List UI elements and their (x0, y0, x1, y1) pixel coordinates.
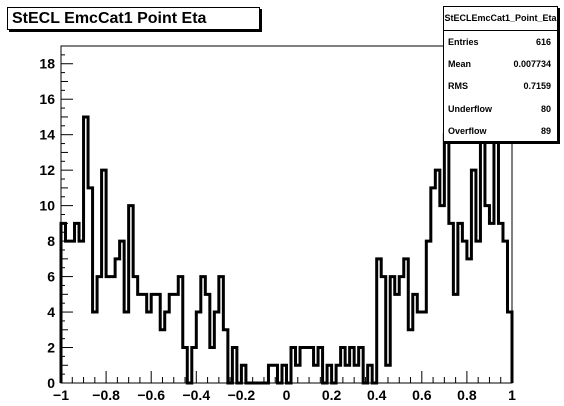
histogram-bin (111, 277, 116, 383)
stats-value: 0.007734 (513, 59, 551, 70)
histogram-bin (147, 312, 152, 383)
y-tick-label: 14 (39, 127, 55, 143)
histogram-bin (485, 206, 490, 383)
histogram-bin (314, 365, 319, 383)
stats-row-entries: Entries 616 (444, 31, 557, 53)
histogram-bin (305, 348, 310, 383)
histogram-bin (79, 241, 84, 383)
x-axis: −1 −0.8 −0.6 −0.4 −0.2 0 0.2 0.4 0.6 0.8 1 (53, 371, 516, 403)
histogram-bin (160, 330, 165, 383)
histogram-bin (75, 223, 80, 383)
stats-row-rms: RMS 0.7159 (444, 75, 557, 97)
x-tick-label: −0.4 (182, 387, 210, 403)
histogram-bin (395, 294, 400, 383)
histogram-bin (174, 294, 179, 383)
histogram-bin (440, 206, 445, 383)
histogram-bin (467, 259, 472, 383)
x-tick-label: 0.6 (412, 387, 432, 403)
stats-label: Entries (448, 37, 479, 47)
chart-title: StECL EmcCat1 Point Eta (7, 7, 260, 30)
stats-value: 0.7159 (523, 81, 551, 92)
histogram-bin (476, 241, 481, 383)
x-tick-label: 0 (283, 387, 291, 403)
x-tick-label: −1 (53, 387, 69, 403)
y-tick-label: 6 (47, 269, 55, 285)
histogram-bin (93, 312, 98, 383)
y-axis: 0 2 4 6 8 10 12 14 16 18 (39, 45, 73, 391)
stats-label: Overflow (448, 125, 487, 136)
stats-label: RMS (448, 81, 468, 92)
histogram-bin (124, 312, 129, 383)
stats-value: 80 (540, 103, 551, 114)
y-tick-label: 4 (47, 304, 55, 320)
histogram-outline (59, 62, 514, 385)
x-tick-label: −0.6 (137, 387, 165, 403)
y-tick-label: 0 (47, 375, 55, 391)
stats-row-mean: Mean 0.007734 (444, 53, 557, 75)
histogram-bin (417, 312, 422, 383)
histogram-bin (462, 241, 467, 383)
histogram-bin (498, 223, 503, 383)
y-tick-label: 10 (39, 198, 55, 214)
y-tick-label: 18 (39, 56, 55, 72)
x-tick-label: −0.2 (228, 387, 256, 403)
stats-row-underflow: Underflow 80 (444, 98, 557, 120)
stats-label: Mean (448, 59, 472, 70)
y-tick-label: 16 (39, 91, 55, 107)
y-tick-label: 8 (47, 233, 55, 249)
stats-value: 616 (535, 37, 551, 47)
histogram-bin (354, 365, 359, 383)
histogram-bin (106, 277, 111, 383)
histogram-bin (345, 365, 350, 383)
x-tick-label: 0.8 (457, 387, 477, 403)
stats-title: StECLEmcCat1_Point_Eta (444, 7, 557, 31)
x-tick-label: 1 (508, 387, 516, 403)
stats-label: Underflow (448, 103, 492, 114)
histogram-bin (210, 348, 215, 383)
histogram-bin (489, 223, 494, 383)
histogram-bin (408, 330, 413, 383)
histogram-bin (138, 294, 143, 383)
stats-value: 89 (540, 125, 551, 136)
y-tick-label: 2 (47, 340, 55, 356)
histogram-bin (422, 312, 427, 383)
x-tick-label: −0.8 (92, 387, 120, 403)
y-tick-label: 12 (39, 162, 55, 178)
x-tick-label: 0.4 (367, 387, 387, 403)
x-tick-label: 0.2 (322, 387, 342, 403)
stats-box: StECLEmcCat1_Point_Eta Entries 616 Mean … (443, 6, 558, 142)
histogram-bin (453, 294, 458, 383)
stats-row-overflow: Overflow 89 (444, 120, 557, 142)
